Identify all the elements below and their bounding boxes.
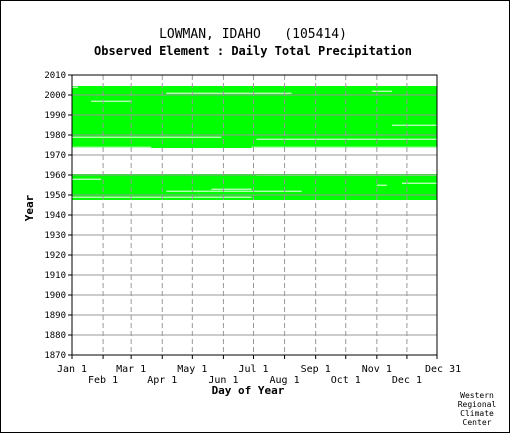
ytick-label-1920: 1920 [44,251,66,261]
xtick-label-182: Jul 1 [238,364,268,375]
ytick-label-1990: 1990 [44,111,66,121]
wrcc-credit: Western Regional Climate Center [458,391,497,427]
xtick-label-365: Dec 31 [425,364,461,375]
ytick-label-1970: 1970 [44,151,66,161]
credit-line-2: Regional [458,400,497,409]
missing-segment-2 [166,190,302,192]
ytick-label-1950: 1950 [44,191,66,201]
ytick-label-1930: 1930 [44,231,66,241]
grid-layer [72,75,437,355]
tick-layer: 1870 1880 1890 1900 1910 1920 1930 1940 1950 1960… [44,71,461,386]
missing-segment-15 [251,146,437,148]
xtick-label-121: May 1 [177,364,207,375]
ytick-label-1980: 1980 [44,131,66,141]
ytick-label-1900: 1900 [44,291,66,301]
x-axis-label: Day of Year [212,384,285,397]
ytick-label-1870: 1870 [44,351,66,361]
credit-line-4: Center [463,418,492,427]
ytick-label-2000: 2000 [44,91,66,101]
xtick-label-274: Oct 1 [331,375,361,386]
missing-segment-12 [72,136,222,138]
missing-segment-3 [376,184,387,186]
xtick-label-244: Sep 1 [301,364,331,375]
ytick-label-1890: 1890 [44,311,66,321]
missing-segment-6 [401,182,437,184]
ytick-label-1910: 1910 [44,271,66,281]
ytick-label-2010: 2010 [44,71,66,81]
credit-line-3: Climate [460,409,494,418]
missing-segment-14 [72,146,152,148]
xtick-label-91: Apr 1 [147,375,177,386]
xtick-label-1: Jan 1 [57,364,87,375]
missing-segment-1 [211,188,252,190]
xtick-label-213: Aug 1 [270,375,300,386]
xtick-label-305: Nov 1 [362,364,392,375]
ytick-label-1940: 1940 [44,211,66,221]
missing-segment-7 [72,86,79,88]
xtick-label-32: Feb 1 [88,375,118,386]
chart-title: LOWMAN, IDAHO (105414) [159,27,347,42]
missing-segment-0 [72,178,102,180]
xtick-label-152: Jun 1 [208,375,238,386]
y-axis-label: Year [23,194,36,221]
data-block-0 [72,174,437,200]
missing-segment-11 [391,124,437,126]
data-layer [72,86,437,200]
xtick-label-60: Mar 1 [116,364,146,375]
chart-subtitle: Observed Element : Daily Total Precipita… [94,44,412,58]
credit-line-1: Western [460,391,494,400]
missing-segment-4 [72,196,252,198]
missing-segment-9 [166,92,292,94]
missing-segment-10 [91,100,132,102]
missing-segment-8 [371,90,392,92]
ytick-label-1880: 1880 [44,331,66,341]
ytick-label-1960: 1960 [44,171,66,181]
missing-segment-13 [256,138,437,140]
xtick-label-335: Dec 1 [392,375,422,386]
